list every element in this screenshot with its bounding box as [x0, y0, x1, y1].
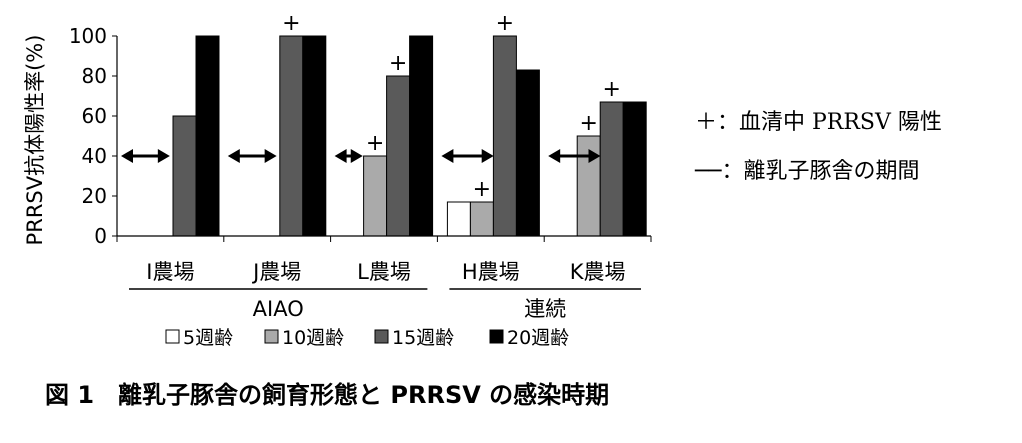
group-label-1: AIAO	[253, 297, 304, 321]
positive-marker-6: +	[579, 111, 597, 136]
y-tick-label-60: 60	[82, 104, 107, 128]
category-label-2: J農場	[251, 260, 301, 284]
weaning-arrowhead-right-5	[588, 149, 601, 163]
y-tick-label-0: 0	[94, 224, 107, 248]
notes: ＋：血清中 PRRSV 陽性 ──：離乳子豚舎の期間	[694, 110, 942, 184]
legend-swatch-2	[264, 329, 279, 344]
figure-caption: 図 1 離乳子豚舎の飼育形態と PRRSV の感染時期	[45, 381, 609, 409]
category-label-4: H農場	[462, 260, 520, 284]
category-label-1: I農場	[146, 260, 194, 284]
legend-swatch-4	[489, 329, 504, 344]
bar-4-series-3	[492, 35, 517, 237]
bar-3-series-2	[363, 155, 388, 237]
positive-marker-7: +	[602, 77, 620, 102]
weaning-arrows-layer	[121, 149, 601, 163]
legend-label-1: 5週齢	[183, 327, 233, 349]
note-plus: ＋：血清中 PRRSV 陽性	[695, 110, 942, 135]
y-tick-label-20: 20	[82, 184, 107, 208]
weaning-arrowhead-right-1	[157, 149, 170, 163]
group-label-2: 連続	[524, 297, 566, 321]
weaning-arrowhead-left-5	[548, 149, 561, 163]
positive-marker-1: +	[282, 11, 300, 36]
positive-marker-5: +	[496, 11, 514, 36]
weaning-arrowhead-right-4	[481, 149, 494, 163]
bar-5-series-3	[599, 101, 624, 237]
positive-markers-layer: +++++++	[282, 11, 621, 202]
axes-layer: 0 20 40 60 80 100 I農場 J農場 L農場 H農場 K農場 AIAO 連続	[69, 24, 652, 321]
bar-4-series-2	[469, 201, 494, 237]
bar-2-series-4	[302, 35, 327, 237]
legend-swatch-1	[165, 329, 180, 344]
legend-label-2: 10週齢	[282, 327, 344, 349]
legend-swatch-3	[374, 329, 389, 344]
legend-label-3: 15週齢	[392, 327, 454, 349]
y-tick-label-40: 40	[82, 144, 107, 168]
bar-1-series-3	[172, 115, 197, 237]
weaning-arrowhead-right-2	[264, 149, 277, 163]
weaning-arrowhead-left-1	[121, 149, 133, 163]
y-tick-label-80: 80	[82, 64, 107, 88]
positive-marker-4: +	[473, 177, 491, 202]
bar-3-series-4	[409, 35, 434, 237]
positive-marker-2: +	[366, 131, 384, 156]
bar-5-series-4	[622, 101, 647, 237]
y-tick-label-100: 100	[69, 24, 107, 48]
bar-4-series-1	[446, 201, 471, 237]
note-line: ──：離乳子豚舎の期間	[694, 159, 920, 184]
legend: 5週齢 10週齢 15週齢 20週齢	[165, 327, 569, 349]
bars-layer	[172, 35, 647, 237]
positive-marker-3: +	[389, 51, 407, 76]
weaning-arrowhead-left-4	[441, 149, 454, 163]
weaning-arrowhead-left-2	[227, 149, 240, 163]
category-label-5: K農場	[570, 260, 626, 284]
bar-1-series-4	[195, 35, 220, 237]
bar-3-series-3	[386, 75, 411, 237]
category-label-3: L農場	[357, 260, 411, 284]
y-axis-label: PRRSV抗体陽性率(%)	[23, 35, 47, 246]
bar-4-series-4	[515, 69, 540, 237]
weaning-arrowhead-right-3	[350, 149, 363, 163]
bar-2-series-3	[279, 35, 304, 237]
weaning-arrowhead-left-3	[334, 149, 347, 163]
legend-label-4: 20週齢	[507, 327, 569, 349]
